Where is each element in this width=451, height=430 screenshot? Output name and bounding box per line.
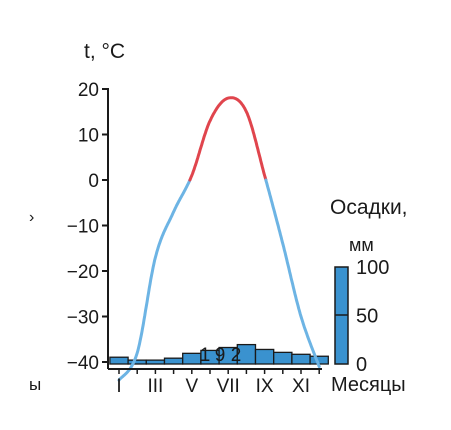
precipitation-bar bbox=[182, 352, 202, 365]
temperature-tick-label: −40 bbox=[67, 353, 99, 374]
month-tick-label: III bbox=[147, 376, 163, 397]
precipitation-bar bbox=[163, 357, 184, 365]
precipitation-tick-label: 100 bbox=[356, 257, 389, 279]
month-tick-label: IX bbox=[256, 376, 274, 397]
precipitation-bar bbox=[254, 348, 275, 365]
temperature-axis-label: t, °C bbox=[84, 40, 125, 63]
precipitation-axis-label-line2: мм bbox=[349, 235, 374, 255]
temperature-curve-cold-left bbox=[117, 178, 192, 382]
month-tick-label: VII bbox=[217, 376, 240, 397]
precipitation-tick-label: 0 bbox=[356, 354, 367, 376]
edge-mark-left-upper: › bbox=[29, 209, 34, 226]
annual-precipitation-digit: 9 bbox=[215, 345, 226, 366]
precipitation-bar bbox=[127, 359, 147, 365]
month-tick-label: V bbox=[185, 376, 198, 397]
temperature-tick-label: −20 bbox=[67, 262, 99, 283]
temperature-tick-label: −10 bbox=[67, 217, 99, 238]
annual-precipitation-digit: 2 bbox=[231, 345, 242, 366]
temperature-tick-label: −30 bbox=[67, 308, 99, 329]
month-tick-label: XI bbox=[292, 376, 310, 397]
precipitation-bars bbox=[109, 343, 329, 365]
precipitation-bar bbox=[273, 351, 293, 365]
temperature-curve bbox=[117, 96, 321, 382]
precipitation-bar bbox=[145, 359, 166, 365]
temperature-curve-warm bbox=[188, 96, 268, 182]
precipitation-axis-label-line1: Осадки, bbox=[330, 196, 408, 219]
precipitation-axis-ticks: 100 50 0 bbox=[356, 257, 389, 376]
temperature-tick-label: 10 bbox=[78, 126, 99, 147]
month-axis-label: Месяцы bbox=[331, 374, 406, 396]
annual-precipitation-digit: 1 bbox=[200, 345, 211, 366]
temperature-curve-cold-right bbox=[264, 178, 321, 369]
edge-mark-left-lower: ы bbox=[29, 375, 41, 394]
month-axis-ticks: I III V VII IX XI bbox=[116, 369, 320, 397]
temperature-tick-label: 0 bbox=[88, 171, 99, 192]
precipitation-tick-label: 50 bbox=[356, 306, 378, 328]
precipitation-bar bbox=[291, 353, 311, 365]
temperature-tick-label: 20 bbox=[78, 80, 99, 101]
precipitation-bar bbox=[109, 356, 129, 365]
temperature-axis-ticks: 20 10 0 −10 −20 −30 −40 bbox=[67, 80, 108, 374]
month-tick-label: I bbox=[116, 376, 121, 397]
